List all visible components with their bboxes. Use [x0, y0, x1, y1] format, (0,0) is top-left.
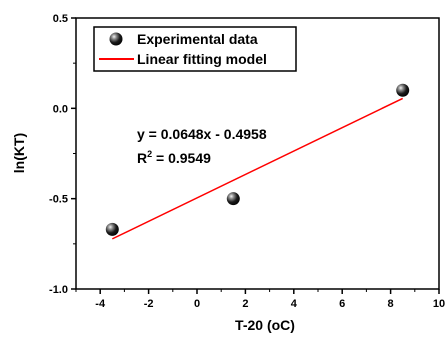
x-tick-label-4: 4: [291, 298, 298, 310]
y-tick-label-3: -1.0: [49, 284, 68, 296]
r-squared-prefix: R: [137, 150, 147, 166]
y-tick-label-0: 0.5: [53, 13, 68, 25]
x-axis-ticks: -4 -2 0 2 4 6 8 10: [75, 289, 445, 310]
x-tick-label-0: -4: [95, 298, 106, 310]
x-tick-label-6: 8: [388, 298, 394, 310]
r-squared-annotation: R2 = 0.9549: [137, 149, 211, 166]
legend-box: [93, 26, 297, 72]
legend-marker-experimental: [109, 32, 123, 46]
x-tick-label-3: 2: [242, 298, 248, 310]
legend-label-experimental: Experimental data: [137, 31, 258, 47]
legend-label-fit: Linear fitting model: [137, 51, 267, 67]
x-tick-label-2: 0: [194, 298, 200, 310]
r-squared-superscript: 2: [147, 149, 152, 159]
series-layer: [105, 83, 410, 240]
y-axis-title: ln(KT): [11, 133, 27, 173]
fit-equation: y = 0.0648x - 0.4958: [137, 126, 267, 142]
y-tick-label-2: -0.5: [49, 194, 68, 206]
x-tick-label-7: 10: [433, 298, 445, 310]
y-axis-ticks: 0.5 0.0 -0.5 -1.0: [49, 13, 76, 296]
x-tick-label-5: 6: [339, 298, 345, 310]
x-axis-title: T-20 (oC): [235, 317, 295, 333]
y-tick-label-1: 0.0: [53, 103, 68, 115]
data-point: [396, 83, 410, 97]
x-tick-label-1: -2: [144, 298, 154, 310]
data-point: [226, 192, 240, 206]
fit-line: [111, 97, 404, 240]
r-squared-value: = 0.9549: [152, 150, 211, 166]
legend: Experimental data Linear fitting model: [93, 26, 297, 72]
data-point: [105, 222, 119, 236]
